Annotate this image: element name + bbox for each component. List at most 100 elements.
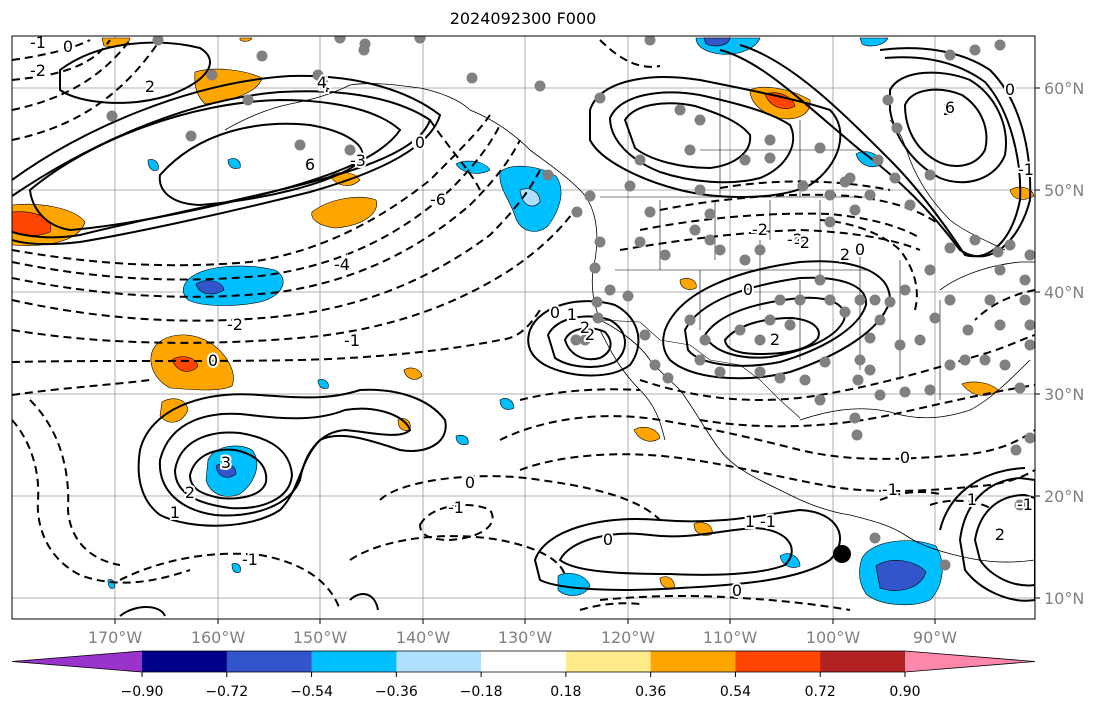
contour-label: 2: [770, 330, 780, 349]
station-dot: [874, 389, 886, 401]
contour-label: -2: [227, 315, 243, 334]
colorbar: −0.90 −0.72 −0.54 −0.36 −0.18 0.18 0.36 0.54 0.7…: [11, 650, 1036, 700]
contour-line: [158, 122, 364, 207]
station-dot: [799, 374, 811, 386]
station-dot: [662, 372, 674, 384]
contour-label: -1: [1017, 495, 1033, 514]
contour-line: [173, 431, 294, 510]
contour-label: 0: [415, 133, 425, 152]
station-dot: [106, 110, 118, 122]
station-dot: [754, 366, 766, 378]
anomaly-area: [455, 160, 491, 174]
contour-label: -2: [787, 230, 803, 249]
station-dot: [1004, 239, 1016, 251]
contour-line: [519, 388, 641, 401]
colorbar-extend-high: [905, 651, 1035, 672]
station-dot: [584, 190, 596, 202]
border-line: [599, 319, 801, 419]
station-dot: [639, 329, 651, 341]
station-dot: [814, 394, 826, 406]
station-dot: [570, 334, 582, 346]
station-dot: [622, 290, 634, 302]
contour-label: 2: [943, 100, 953, 119]
station-dot: [534, 80, 546, 92]
station-dot: [644, 36, 656, 46]
station-dot: [714, 244, 726, 256]
station-dot: [891, 122, 903, 134]
station-dot: [1014, 499, 1026, 511]
anomaly-area: [171, 356, 199, 372]
contour-label: -3: [350, 151, 366, 170]
station-dot: [959, 354, 971, 366]
contour-line: [379, 475, 661, 521]
anomaly-area: [557, 573, 591, 596]
colorbar-segment: [735, 651, 821, 672]
station-dot: [624, 180, 636, 192]
contour-line: [599, 594, 851, 611]
negative-contours: [12, 39, 1035, 611]
anomaly-area: [317, 379, 329, 389]
station-dot: [854, 294, 866, 306]
station-dot: [924, 384, 936, 396]
station-dot: [1024, 249, 1035, 261]
station-dot: [819, 356, 831, 368]
anomaly-area: [633, 426, 661, 442]
station-dot: [764, 152, 776, 164]
contour-line: [974, 289, 1035, 321]
lon-tick-label: 160°W: [191, 628, 246, 647]
colorbar-segment: [311, 651, 397, 672]
contour-line: [29, 399, 121, 566]
contour-line: [12, 209, 576, 344]
station-dot: [579, 334, 591, 346]
political-borders: [599, 90, 941, 419]
contour-line: [527, 300, 640, 377]
station-dot: [979, 354, 991, 366]
station-dot: [592, 312, 604, 324]
station-dot: [644, 206, 656, 218]
colorbar-tick-label: 0.54: [720, 684, 751, 700]
station-dot: [889, 172, 901, 184]
station-dot: [794, 294, 806, 306]
anomaly-area: [875, 560, 927, 591]
station-dot: [694, 184, 706, 196]
contour-line: [619, 228, 921, 251]
station-dot: [206, 69, 218, 81]
station-dot: [864, 332, 876, 344]
station-dot: [185, 130, 197, 142]
contour-label: 0: [1005, 80, 1015, 99]
coastline: [939, 261, 1035, 291]
contour-label: -1: [1018, 160, 1034, 179]
contour-label: -1: [30, 33, 46, 52]
contour-label: -1: [882, 480, 898, 499]
contour-label: -1: [242, 550, 258, 569]
station-dot: [1019, 294, 1031, 306]
contour-line: [12, 39, 91, 61]
anomaly-area: [239, 37, 253, 42]
contour-label: 2: [995, 525, 1005, 544]
contour-line: [563, 327, 612, 361]
station-dot: [852, 374, 864, 386]
station-dot: [884, 296, 896, 308]
station-dot: [874, 314, 886, 326]
station-dot: [894, 339, 906, 351]
contour-label: 1: [567, 305, 577, 324]
station-dot: [152, 36, 164, 46]
station-dot: [589, 262, 601, 274]
positive-contours: [12, 41, 1035, 617]
station-dot: [774, 372, 786, 384]
station-dot: [699, 334, 711, 346]
station-dot: [604, 284, 616, 296]
border-line: [699, 240, 941, 400]
contour-label: -2: [752, 220, 768, 239]
lat-tick-label: 30°N: [1044, 385, 1084, 404]
station-dot: [969, 234, 981, 246]
colorbar-tick-label: 0.36: [635, 684, 666, 700]
station-dot: [899, 284, 911, 296]
contour-line: [28, 98, 402, 232]
colorbar-tick-label: 0.72: [805, 684, 836, 700]
colorbar-tick-label: 0.90: [889, 684, 920, 700]
contour-label: 2: [185, 483, 195, 502]
station-dot: [1014, 382, 1026, 394]
coastline: [849, 514, 1035, 563]
colorbar-tick-label: −0.90: [121, 684, 164, 700]
